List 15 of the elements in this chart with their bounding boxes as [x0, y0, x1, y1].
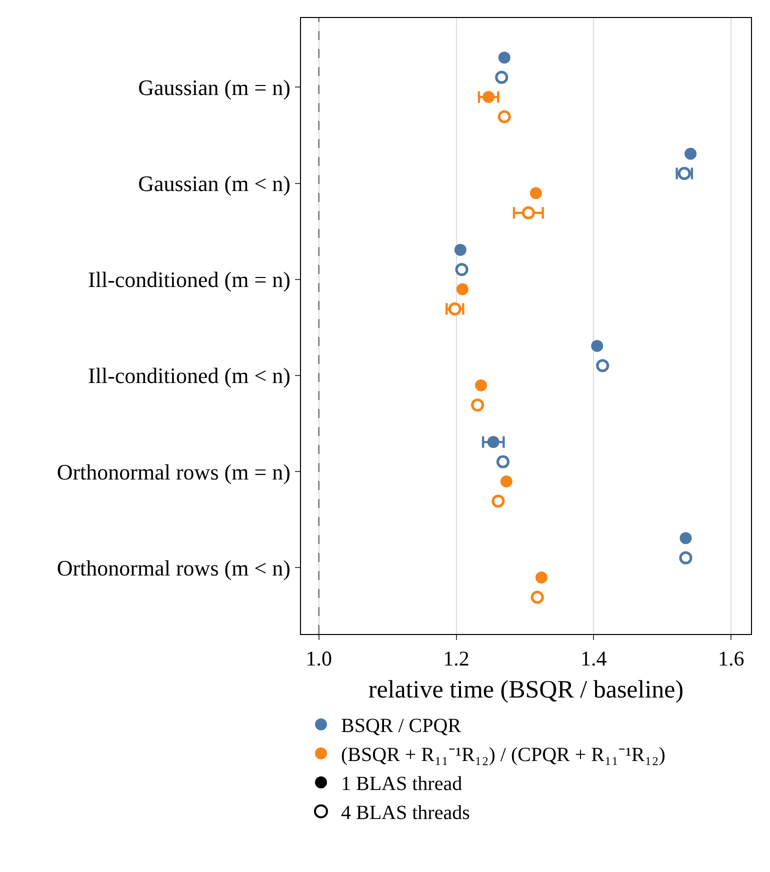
legend-label: (BSQR + R₁₁⁻¹R₁₂) / (CPQR + R₁₁⁻¹R₁₂)	[341, 744, 666, 766]
x-tick-label: 1.4	[580, 646, 608, 670]
x-tick-label: 1.2	[443, 646, 470, 670]
y-tick-label: Gaussian (m = n)	[138, 74, 290, 100]
x-tick-label: 1.0	[306, 646, 332, 670]
y-tick-label: Orthonormal rows (m = n)	[56, 459, 290, 484]
y-tick-label: Gaussian (m < n)	[138, 170, 290, 196]
legend-label: 4 BLAS threads	[341, 802, 470, 824]
x-tick-label: 1.6	[718, 646, 744, 670]
y-tick-label: Ill-conditioned (m < n)	[88, 363, 290, 388]
legend-label: BSQR / CPQR	[341, 715, 462, 738]
y-tick-label: Orthonormal rows (m < n)	[56, 555, 290, 580]
x-axis-title: relative time (BSQR / baseline)	[368, 676, 684, 704]
y-tick-label: Ill-conditioned (m = n)	[88, 267, 290, 292]
legend-label: 1 BLAS thread	[341, 773, 462, 796]
